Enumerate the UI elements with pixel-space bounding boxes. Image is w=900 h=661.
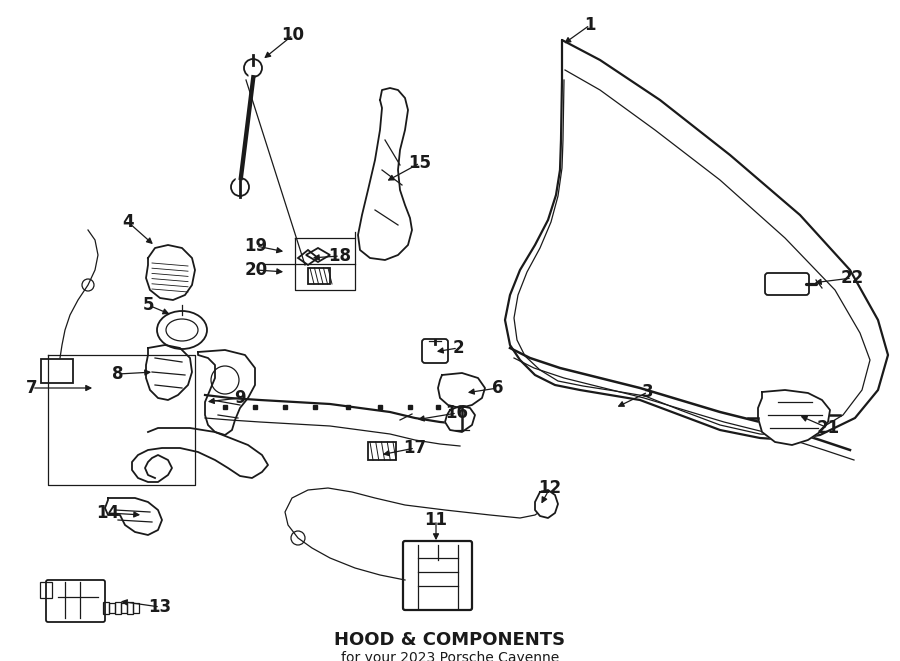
Bar	[368, 442, 396, 460]
Text: 16: 16	[446, 404, 469, 422]
Polygon shape	[146, 245, 195, 300]
Text: 10: 10	[282, 26, 304, 44]
Bar	[133, 603, 139, 613]
Bar	[127, 602, 133, 614]
Text: 8: 8	[112, 365, 124, 383]
Bar	[121, 603, 127, 613]
Text: 9: 9	[234, 389, 246, 407]
Text: 7: 7	[26, 379, 38, 397]
Text: 20: 20	[245, 261, 267, 279]
Bar	[115, 602, 121, 614]
Polygon shape	[358, 88, 412, 260]
Bar	[109, 603, 115, 613]
Polygon shape	[132, 428, 268, 482]
Text: 17: 17	[403, 439, 427, 457]
Text: 14: 14	[96, 504, 120, 522]
Text: HOOD & COMPONENTS: HOOD & COMPONENTS	[335, 631, 565, 649]
Polygon shape	[758, 390, 830, 445]
Text: 5: 5	[142, 296, 154, 314]
Text: 22: 22	[841, 269, 864, 287]
Text: 6: 6	[492, 379, 504, 397]
Text: 15: 15	[409, 154, 431, 172]
Polygon shape	[535, 490, 558, 518]
Text: 3: 3	[643, 383, 653, 401]
Text: 4: 4	[122, 213, 134, 231]
Text: 19: 19	[245, 237, 267, 255]
Text: 12: 12	[538, 479, 562, 497]
Polygon shape	[105, 498, 162, 535]
Text: 13: 13	[148, 598, 172, 616]
Polygon shape	[146, 345, 192, 400]
Bar	[308, 268, 330, 284]
Text: 18: 18	[328, 247, 352, 265]
Bar	[40, 582, 52, 598]
Text: 1: 1	[584, 16, 596, 34]
Polygon shape	[438, 373, 485, 408]
Polygon shape	[198, 350, 255, 435]
Text: 11: 11	[425, 511, 447, 529]
Polygon shape	[445, 406, 475, 432]
Bar	[103, 602, 109, 614]
Text: for your 2023 Porsche Cayenne: for your 2023 Porsche Cayenne	[341, 651, 559, 661]
Text: 21: 21	[816, 419, 840, 437]
Text: 2: 2	[452, 339, 464, 357]
